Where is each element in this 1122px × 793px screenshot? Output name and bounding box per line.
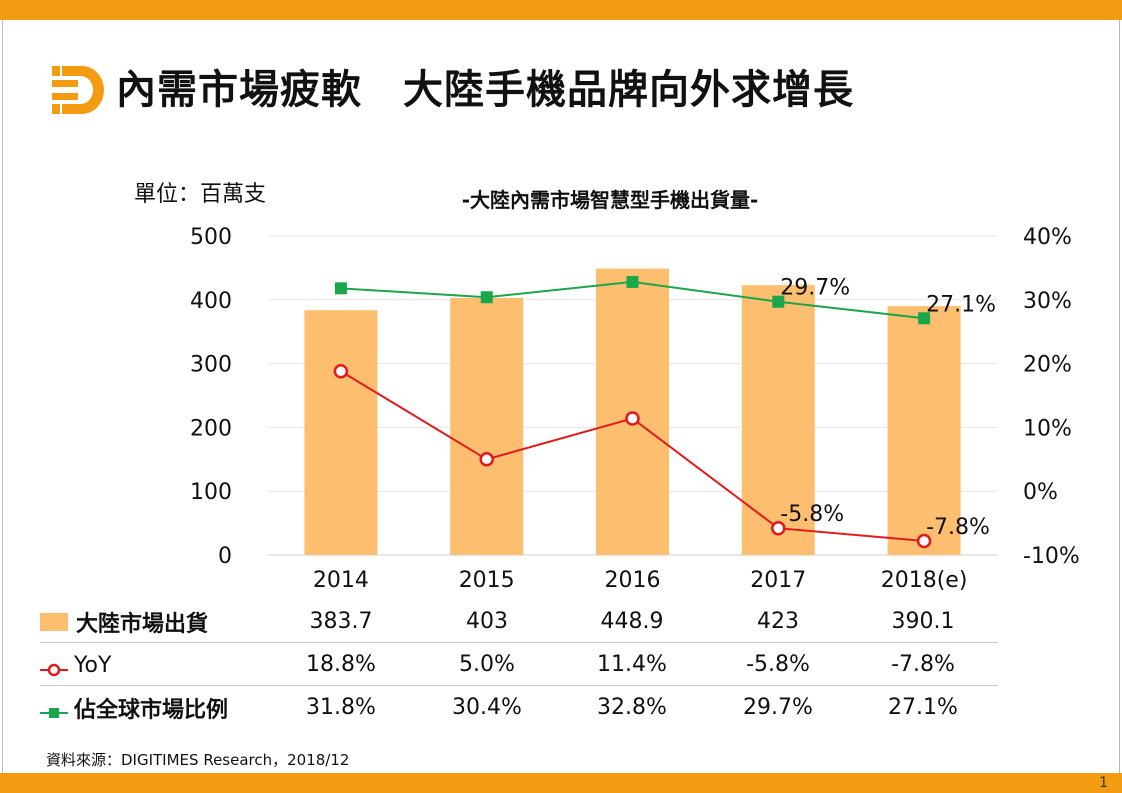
point-share <box>480 291 493 304</box>
y-left-tick-label: 300 <box>190 353 232 378</box>
digitimes-logo-icon <box>52 66 104 114</box>
x-tick-label: 2018(e) <box>881 568 968 593</box>
point-yoy <box>916 533 932 549</box>
bar-2014 <box>304 310 378 555</box>
page-title: 內需市場疲軟 大陸手機品牌向外求增長 <box>116 67 854 113</box>
unit-label: 單位：百萬支 <box>134 182 267 207</box>
y-left-tick-label: 0 <box>218 544 232 569</box>
table-row-yoy: YoY 18.8% 5.0% 11.4% -5.8% -7.8% <box>40 643 998 686</box>
data-table: 大陸市場出貨 383.7 403 448.9 423 390.1 YoY 18.… <box>40 600 998 728</box>
row-label-text: YoY <box>74 652 112 678</box>
y-left-tick-label: 100 <box>190 480 232 505</box>
chart-title: -大陸內需市場智慧型手機出貨量- <box>461 188 759 212</box>
table-cell: 423 <box>757 609 799 634</box>
point-share <box>334 282 347 295</box>
y-right-tick-label: 0% <box>1023 480 1058 505</box>
data-label: 27.1% <box>926 292 996 317</box>
x-tick-label: 2016 <box>605 568 661 593</box>
y-right-tick-label: 10% <box>1023 416 1072 441</box>
data-label: -7.8% <box>926 515 990 540</box>
table-row-shipments: 大陸市場出貨 383.7 403 448.9 423 390.1 <box>40 600 998 643</box>
bottom-accent-band <box>0 773 1122 793</box>
legend-bar-swatch <box>40 613 68 631</box>
row-label-text: 大陸市場出貨 <box>76 612 209 637</box>
x-tick-label: 2014 <box>313 568 369 593</box>
x-tick-label: 2015 <box>459 568 515 593</box>
table-cell: 403 <box>466 609 508 634</box>
legend-yoy-swatch <box>40 658 68 677</box>
table-row-share: 佔全球市場比例 31.8% 30.4% 32.8% 29.7% 27.1% <box>40 686 998 728</box>
y-left-tick-label: 400 <box>190 289 232 314</box>
source-note: 資料來源：DIGITIMES Research，2018/12 <box>46 751 350 769</box>
table-cell: -7.8% <box>891 652 955 677</box>
y-left-tick-label: 200 <box>190 416 232 441</box>
y-right-tick-label: 20% <box>1023 353 1072 378</box>
y-left-tick-label: 500 <box>190 225 232 250</box>
table-cell: 32.8% <box>597 695 667 720</box>
point-yoy <box>625 411 640 426</box>
table-cell: 29.7% <box>743 695 813 720</box>
y-right-tick-label: 30% <box>1023 289 1072 314</box>
data-label: -5.8% <box>780 502 844 527</box>
table-cell: 5.0% <box>459 652 515 677</box>
top-accent-band <box>0 0 1122 20</box>
left-border <box>2 20 3 773</box>
table-cell: 383.7 <box>309 609 373 634</box>
table-cell: 18.8% <box>306 652 376 677</box>
data-label: 29.7% <box>780 276 850 301</box>
table-cell: 31.8% <box>306 695 376 720</box>
table-cell: 27.1% <box>888 695 958 720</box>
row-label-yoy: YoY <box>40 649 111 681</box>
point-share <box>626 275 639 288</box>
bar-2018(e) <box>887 306 961 555</box>
x-tick-label: 2017 <box>750 568 806 593</box>
bar-2015 <box>450 297 524 555</box>
row-label-share: 佔全球市場比例 <box>40 692 228 724</box>
point-yoy <box>479 452 494 467</box>
table-cell: 11.4% <box>597 652 667 677</box>
page-number: 1 <box>1099 775 1108 791</box>
table-cell: -5.8% <box>746 652 810 677</box>
y-right-tick-label: -10% <box>1023 544 1080 569</box>
chart-canvas: 0 100 200 300 400 500 -10% 0% 10% 20% 30% 40% 2014 20… <box>190 225 1080 593</box>
point-yoy <box>771 520 786 536</box>
point-yoy <box>333 364 349 379</box>
row-label-text: 佔全球市場比例 <box>74 698 229 723</box>
y-right-tick-label: 40% <box>1023 225 1072 250</box>
legend-share-swatch <box>40 701 68 718</box>
table-cell: 448.9 <box>600 609 664 634</box>
table-cell: 30.4% <box>452 695 522 720</box>
right-border <box>1119 20 1120 773</box>
point-share <box>772 295 785 308</box>
table-cell: 390.1 <box>891 609 955 634</box>
row-label-shipments: 大陸市場出貨 <box>40 606 208 638</box>
point-share <box>918 312 931 325</box>
